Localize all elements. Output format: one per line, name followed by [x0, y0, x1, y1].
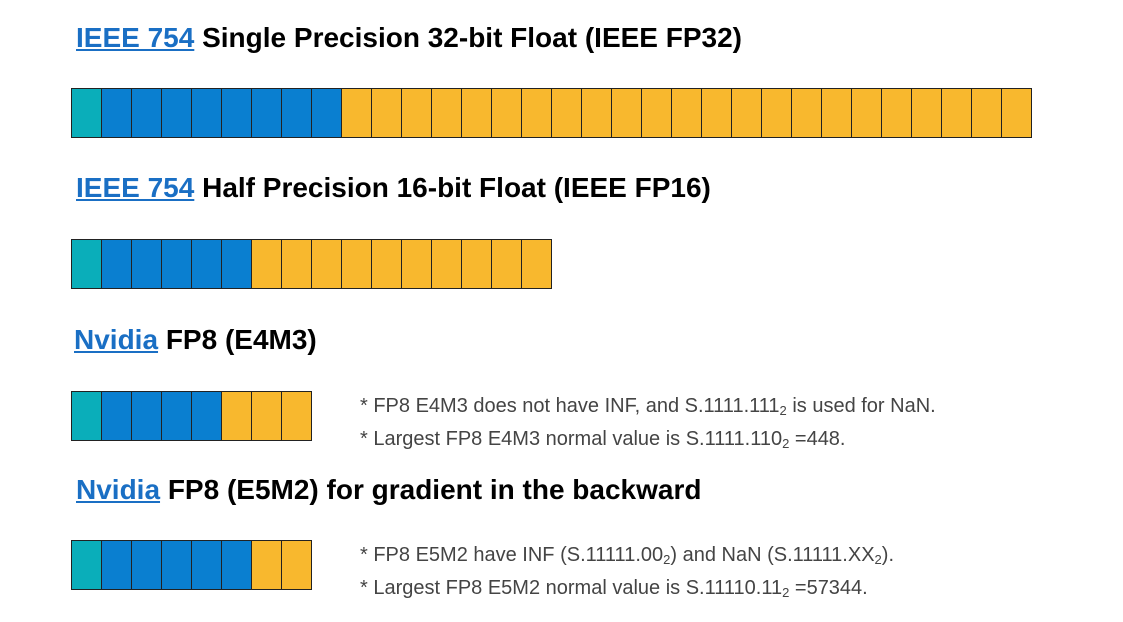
exponent-bit [312, 89, 342, 137]
fp32-bit-layout [71, 88, 1032, 138]
fp32-heading: IEEE 754 Single Precision 32-bit Float (… [76, 22, 742, 54]
mantissa-bit [342, 240, 372, 288]
mantissa-bit [882, 89, 912, 137]
mantissa-bit [702, 89, 732, 137]
fp8-e5m2-heading: Nvidia FP8 (E5M2) for gradient in the ba… [76, 474, 701, 506]
mantissa-bit [912, 89, 942, 137]
nvidia-link[interactable]: Nvidia [74, 324, 159, 355]
mantissa-bit [942, 89, 972, 137]
mantissa-bit [432, 240, 462, 288]
ieee754-link[interactable]: IEEE 754 [76, 22, 195, 53]
mantissa-bit [492, 89, 522, 137]
exponent-bit [132, 541, 162, 589]
fp8-e5m2-bit-layout [71, 540, 312, 590]
exponent-bit [132, 392, 162, 440]
exponent-bit [162, 541, 192, 589]
exponent-bit [192, 541, 222, 589]
fp8-e4m3-notes: * FP8 E4M3 does not have INF, and S.1111… [360, 392, 936, 458]
mantissa-bit [312, 240, 342, 288]
fp16-bit-layout [71, 239, 552, 289]
sign-bit [72, 89, 102, 137]
exponent-bit [132, 89, 162, 137]
mantissa-bit [252, 541, 282, 589]
mantissa-bit [372, 89, 402, 137]
note-line: * Largest FP8 E4M3 normal value is S.111… [360, 428, 846, 451]
mantissa-bit [522, 240, 551, 288]
mantissa-bit [522, 89, 552, 137]
mantissa-bit [972, 89, 1002, 137]
mantissa-bit [612, 89, 642, 137]
exponent-bit [252, 89, 282, 137]
mantissa-bit [342, 89, 372, 137]
mantissa-bit [582, 89, 612, 137]
sign-bit [72, 541, 102, 589]
sign-bit [72, 392, 102, 440]
mantissa-bit [492, 240, 522, 288]
mantissa-bit [552, 89, 582, 137]
mantissa-bit [762, 89, 792, 137]
sign-bit [72, 240, 102, 288]
mantissa-bit [732, 89, 762, 137]
fp16-heading: IEEE 754 Half Precision 16-bit Float (IE… [76, 172, 711, 204]
exponent-bit [102, 392, 132, 440]
fp16-title: Half Precision 16-bit Float (IEEE FP16) [202, 172, 711, 203]
mantissa-bit [852, 89, 882, 137]
note-line: * FP8 E5M2 have INF (S.11111.002) and Na… [360, 544, 894, 567]
note-line: * Largest FP8 E5M2 normal value is S.111… [360, 577, 868, 600]
mantissa-bit [402, 240, 432, 288]
exponent-bit [102, 89, 132, 137]
mantissa-bit [282, 541, 311, 589]
mantissa-bit [222, 392, 252, 440]
exponent-bit [102, 541, 132, 589]
mantissa-bit [462, 89, 492, 137]
nvidia-link[interactable]: Nvidia [76, 474, 161, 505]
mantissa-bit [372, 240, 402, 288]
mantissa-bit [252, 240, 282, 288]
exponent-bit [222, 541, 252, 589]
exponent-bit [222, 240, 252, 288]
exponent-bit [162, 392, 192, 440]
mantissa-bit [282, 392, 311, 440]
fp32-title: Single Precision 32-bit Float (IEEE FP32… [202, 22, 742, 53]
mantissa-bit [642, 89, 672, 137]
mantissa-bit [462, 240, 492, 288]
mantissa-bit [432, 89, 462, 137]
exponent-bit [192, 392, 222, 440]
exponent-bit [282, 89, 312, 137]
mantissa-bit [402, 89, 432, 137]
exponent-bit [102, 240, 132, 288]
exponent-bit [162, 89, 192, 137]
exponent-bit [132, 240, 162, 288]
exponent-bit [192, 89, 222, 137]
ieee754-link[interactable]: IEEE 754 [76, 172, 195, 203]
exponent-bit [192, 240, 222, 288]
mantissa-bit [282, 240, 312, 288]
note-line: * FP8 E4M3 does not have INF, and S.1111… [360, 395, 936, 418]
fp8-e4m3-title: FP8 (E4M3) [165, 324, 317, 355]
fp8-e5m2-notes: * FP8 E5M2 have INF (S.11111.002) and Na… [360, 541, 894, 607]
fp8-e4m3-heading: Nvidia FP8 (E4M3) [74, 324, 317, 356]
mantissa-bit [792, 89, 822, 137]
mantissa-bit [252, 392, 282, 440]
exponent-bit [162, 240, 192, 288]
fp8-e4m3-bit-layout [71, 391, 312, 441]
mantissa-bit [672, 89, 702, 137]
mantissa-bit [1002, 89, 1031, 137]
fp8-e5m2-title: FP8 (E5M2) for gradient in the backward [167, 474, 702, 505]
mantissa-bit [822, 89, 852, 137]
exponent-bit [222, 89, 252, 137]
